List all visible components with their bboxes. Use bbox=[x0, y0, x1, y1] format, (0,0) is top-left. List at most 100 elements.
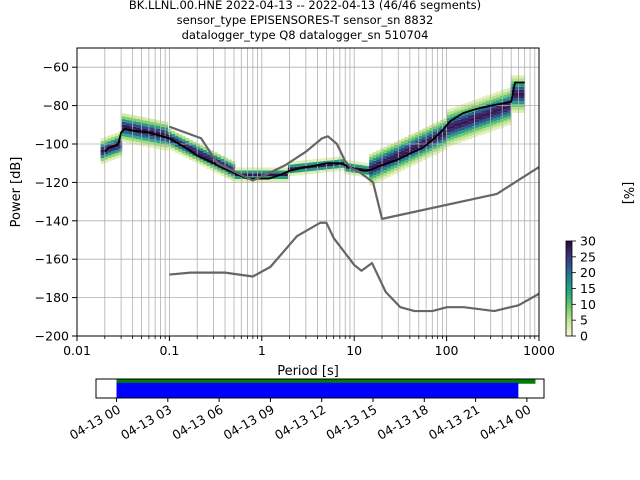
pdf-cell bbox=[436, 124, 441, 128]
pdf-cell bbox=[369, 174, 374, 177]
pdf-cell bbox=[507, 90, 511, 94]
colorbar-segment bbox=[566, 300, 572, 304]
pdf-cell bbox=[309, 159, 314, 163]
pdf-cell bbox=[291, 170, 296, 173]
colorbar-tick-label: 15 bbox=[580, 281, 596, 296]
pdf-cell bbox=[128, 126, 133, 130]
pdf-cell bbox=[192, 141, 197, 145]
pdf-cell bbox=[188, 151, 193, 155]
pdf-cell bbox=[164, 130, 169, 134]
pdf-cell bbox=[492, 92, 497, 96]
pdf-cell bbox=[146, 144, 151, 148]
pdf-cell bbox=[393, 144, 398, 148]
pdf-cell bbox=[153, 136, 158, 140]
pdf-cell bbox=[171, 145, 176, 149]
pdf-cell bbox=[446, 123, 451, 127]
pdf-cell bbox=[415, 131, 420, 135]
pdf-cell bbox=[482, 128, 487, 132]
pdf-cell bbox=[507, 116, 511, 120]
pdf-cell bbox=[454, 141, 458, 145]
pdf-cell bbox=[510, 109, 515, 113]
pdf-cell bbox=[249, 167, 253, 171]
pdf-cell bbox=[475, 101, 480, 105]
pdf-cell bbox=[217, 165, 222, 169]
pdf-cell bbox=[468, 130, 473, 134]
pdf-cell bbox=[107, 155, 112, 159]
pdf-cell bbox=[432, 140, 437, 144]
pdf-cell bbox=[150, 141, 154, 145]
pdf-cell bbox=[457, 131, 462, 135]
pdf-cell bbox=[475, 122, 480, 125]
pdf-cell bbox=[203, 147, 208, 150]
pdf-cell bbox=[475, 133, 480, 137]
pdf-cell bbox=[227, 171, 232, 174]
pdf-cell bbox=[482, 125, 487, 129]
pdf-cell bbox=[450, 128, 455, 131]
pdf-cell bbox=[496, 91, 501, 95]
pdf-cell bbox=[157, 143, 162, 147]
pdf-cell bbox=[206, 163, 211, 167]
pdf-cell bbox=[485, 129, 490, 133]
pdf-cell bbox=[415, 157, 420, 161]
pdf-cell bbox=[464, 117, 469, 121]
pdf-cell bbox=[411, 136, 416, 140]
pdf-cell bbox=[425, 144, 430, 147]
pdf-cell bbox=[277, 179, 282, 182]
pdf-cell bbox=[457, 139, 462, 143]
pdf-cell bbox=[256, 173, 261, 177]
colorbar-segment bbox=[566, 262, 572, 266]
pdf-cell bbox=[400, 158, 405, 162]
pdf-cell bbox=[492, 110, 497, 113]
pdf-cell bbox=[446, 140, 451, 144]
pdf-cell bbox=[213, 166, 218, 170]
pdf-cell bbox=[164, 144, 169, 148]
pdf-cell bbox=[132, 124, 137, 127]
pdf-cell bbox=[454, 135, 458, 139]
pdf-cell bbox=[249, 176, 253, 180]
colorbar-segment bbox=[566, 274, 572, 277]
pdf-cell bbox=[326, 169, 331, 173]
y-tick-label: −200 bbox=[35, 329, 69, 344]
pdf-cell bbox=[489, 99, 494, 103]
pdf-cell bbox=[404, 157, 409, 160]
pdf-cell bbox=[125, 125, 130, 129]
pdf-cell bbox=[164, 127, 169, 131]
pdf-cell bbox=[316, 161, 321, 165]
pdf-cell bbox=[121, 124, 126, 128]
pdf-cell bbox=[386, 159, 391, 163]
pdf-cell bbox=[415, 160, 420, 164]
pdf-cell bbox=[514, 89, 519, 93]
x-tick-label: 0.1 bbox=[159, 343, 179, 358]
pdf-cell bbox=[400, 153, 405, 156]
pdf-cell bbox=[503, 112, 508, 115]
pdf-cell bbox=[316, 170, 321, 174]
pdf-cell bbox=[107, 138, 112, 142]
pdf-cell bbox=[157, 128, 162, 132]
pdf-cell bbox=[217, 168, 222, 172]
pdf-cell bbox=[457, 128, 462, 132]
pdf-cell bbox=[273, 173, 278, 177]
pdf-cell bbox=[478, 129, 483, 133]
pdf-cell bbox=[319, 164, 324, 168]
pdf-cell bbox=[351, 161, 356, 164]
pdf-cell bbox=[135, 118, 140, 122]
pdf-cell bbox=[429, 125, 434, 128]
pdf-cell bbox=[213, 155, 218, 159]
pdf-cell bbox=[397, 154, 402, 158]
pdf-cell bbox=[461, 130, 465, 133]
pdf-cell bbox=[485, 126, 490, 130]
pdf-cell bbox=[514, 95, 519, 99]
pdf-cell bbox=[478, 109, 483, 113]
pdf-cell bbox=[390, 149, 395, 153]
pdf-cell bbox=[298, 169, 303, 173]
pdf-cell bbox=[383, 158, 388, 162]
colorbar-segment bbox=[566, 279, 572, 282]
pdf-cell bbox=[132, 115, 137, 119]
pdf-cell bbox=[369, 159, 374, 163]
pdf-cell bbox=[135, 136, 140, 140]
pdf-cell bbox=[415, 140, 420, 144]
pdf-cell bbox=[203, 161, 208, 165]
pdf-cell bbox=[319, 169, 324, 173]
colorbar-segment bbox=[566, 321, 572, 325]
pdf-cell bbox=[411, 139, 416, 143]
